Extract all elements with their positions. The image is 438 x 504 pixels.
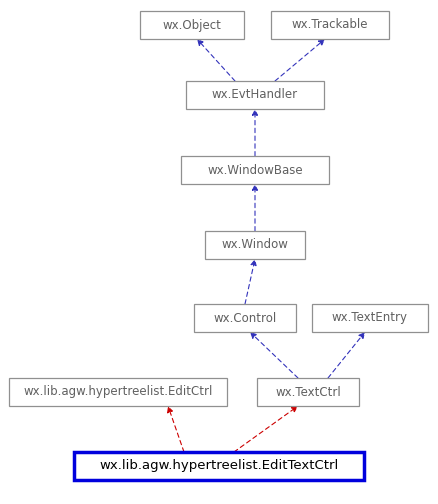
Bar — [194, 304, 296, 332]
Bar — [312, 304, 428, 332]
Text: wx.WindowBase: wx.WindowBase — [207, 163, 303, 176]
Bar — [140, 11, 244, 39]
Text: wx.EvtHandler: wx.EvtHandler — [212, 89, 298, 101]
Text: wx.Object: wx.Object — [162, 19, 222, 31]
Bar — [9, 378, 227, 406]
Text: wx.TextCtrl: wx.TextCtrl — [275, 386, 341, 399]
Bar — [271, 11, 389, 39]
Text: wx.TextEntry: wx.TextEntry — [332, 311, 408, 325]
Bar — [74, 452, 364, 480]
Bar — [181, 156, 329, 184]
Text: wx.lib.agw.hypertreelist.EditTextCtrl: wx.lib.agw.hypertreelist.EditTextCtrl — [99, 460, 339, 473]
Text: wx.Trackable: wx.Trackable — [292, 19, 368, 31]
Text: wx.Window: wx.Window — [222, 238, 289, 251]
Text: wx.Control: wx.Control — [213, 311, 277, 325]
Bar — [257, 378, 359, 406]
Text: wx.lib.agw.hypertreelist.EditCtrl: wx.lib.agw.hypertreelist.EditCtrl — [23, 386, 213, 399]
Bar — [205, 231, 305, 259]
Bar — [186, 81, 324, 109]
